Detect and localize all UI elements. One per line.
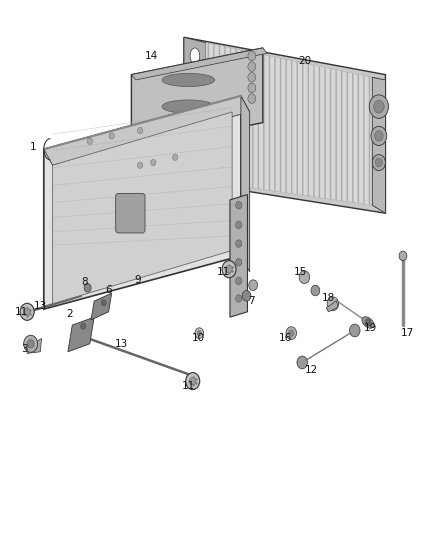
Circle shape	[236, 277, 242, 285]
Circle shape	[24, 335, 38, 352]
Ellipse shape	[190, 48, 200, 64]
Circle shape	[151, 159, 156, 166]
Circle shape	[236, 240, 242, 247]
Circle shape	[138, 162, 143, 168]
Circle shape	[138, 127, 143, 134]
Text: 17: 17	[401, 328, 414, 338]
Circle shape	[84, 284, 91, 292]
Polygon shape	[372, 77, 385, 213]
Circle shape	[350, 324, 360, 337]
Ellipse shape	[190, 91, 200, 107]
Ellipse shape	[362, 317, 374, 328]
Text: 10: 10	[192, 334, 205, 343]
Circle shape	[87, 138, 92, 144]
Circle shape	[372, 155, 385, 171]
Ellipse shape	[190, 112, 200, 128]
Text: 14: 14	[145, 51, 158, 61]
Text: 6: 6	[105, 286, 112, 295]
Polygon shape	[27, 338, 42, 353]
Circle shape	[365, 319, 371, 326]
Polygon shape	[44, 96, 250, 165]
Polygon shape	[68, 317, 94, 352]
Circle shape	[374, 131, 383, 141]
Circle shape	[286, 327, 297, 340]
Circle shape	[311, 285, 320, 296]
Text: 1: 1	[29, 142, 36, 151]
Circle shape	[222, 261, 236, 278]
Circle shape	[248, 83, 256, 93]
Polygon shape	[241, 96, 250, 272]
Text: 16: 16	[279, 334, 292, 343]
Circle shape	[236, 201, 242, 209]
Text: 20: 20	[298, 56, 311, 66]
Circle shape	[226, 265, 232, 273]
Circle shape	[375, 158, 382, 167]
Text: 13: 13	[34, 302, 47, 311]
Circle shape	[374, 100, 384, 113]
Circle shape	[195, 328, 204, 338]
Polygon shape	[206, 43, 372, 205]
Ellipse shape	[190, 133, 200, 149]
Circle shape	[81, 323, 86, 329]
Circle shape	[289, 330, 294, 336]
Circle shape	[236, 259, 242, 266]
Ellipse shape	[162, 73, 215, 86]
Polygon shape	[131, 48, 263, 149]
Circle shape	[186, 373, 200, 390]
Ellipse shape	[190, 69, 200, 85]
Circle shape	[101, 300, 106, 306]
Circle shape	[248, 62, 256, 71]
Text: 11: 11	[182, 382, 195, 391]
Polygon shape	[184, 37, 206, 181]
Circle shape	[399, 251, 407, 261]
Circle shape	[20, 303, 34, 320]
Circle shape	[369, 95, 389, 118]
Text: 2: 2	[66, 310, 73, 319]
Circle shape	[299, 271, 310, 284]
Circle shape	[190, 377, 196, 385]
Text: 13: 13	[115, 339, 128, 349]
Circle shape	[248, 51, 256, 61]
Polygon shape	[131, 48, 267, 80]
Text: 9: 9	[134, 275, 141, 285]
Polygon shape	[91, 293, 112, 320]
Circle shape	[236, 295, 242, 302]
Text: 3: 3	[21, 344, 28, 354]
Polygon shape	[326, 301, 338, 312]
Circle shape	[249, 280, 258, 290]
Circle shape	[197, 330, 201, 336]
Circle shape	[371, 126, 387, 146]
Text: 11: 11	[217, 267, 230, 277]
Circle shape	[24, 308, 30, 316]
Circle shape	[109, 133, 114, 139]
Text: 8: 8	[81, 278, 88, 287]
Text: 12: 12	[305, 366, 318, 375]
Text: 7: 7	[248, 296, 255, 306]
Polygon shape	[230, 195, 247, 317]
Text: 15: 15	[294, 267, 307, 277]
FancyBboxPatch shape	[116, 193, 145, 233]
Circle shape	[27, 340, 34, 348]
Circle shape	[248, 94, 256, 103]
Text: 18: 18	[322, 294, 335, 303]
Text: 11: 11	[14, 307, 28, 317]
Polygon shape	[184, 37, 385, 213]
Circle shape	[248, 72, 256, 82]
Circle shape	[173, 154, 178, 160]
Circle shape	[236, 221, 242, 229]
Polygon shape	[53, 112, 232, 304]
Circle shape	[297, 356, 307, 369]
Circle shape	[242, 290, 251, 301]
Ellipse shape	[162, 100, 215, 114]
Polygon shape	[44, 96, 241, 309]
Text: 19: 19	[364, 323, 377, 333]
Circle shape	[327, 297, 339, 311]
